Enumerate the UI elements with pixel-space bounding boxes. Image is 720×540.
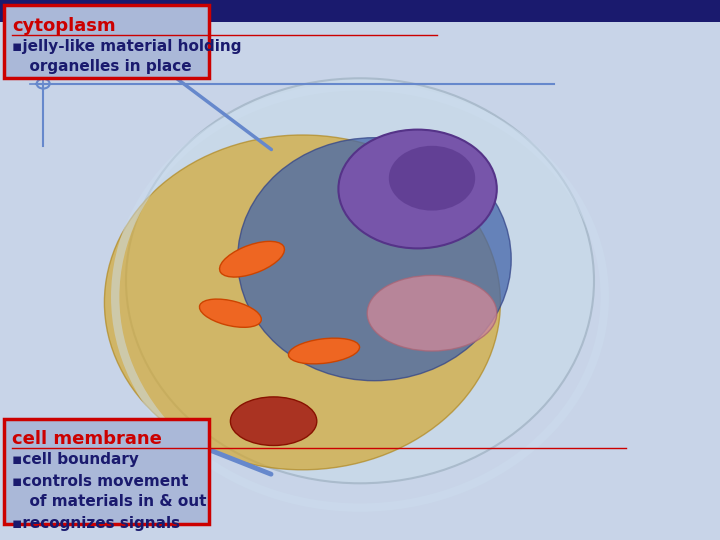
Text: cytoplasm: cytoplasm: [12, 17, 116, 35]
Ellipse shape: [389, 146, 475, 211]
Ellipse shape: [220, 241, 284, 277]
FancyBboxPatch shape: [4, 418, 209, 524]
Text: of materials in & out: of materials in & out: [19, 494, 207, 509]
Ellipse shape: [126, 78, 594, 483]
Text: cell membrane: cell membrane: [12, 430, 162, 448]
Ellipse shape: [238, 138, 511, 381]
Text: ▪cell boundary: ▪cell boundary: [12, 452, 139, 467]
Ellipse shape: [338, 130, 497, 248]
FancyBboxPatch shape: [0, 0, 720, 22]
Ellipse shape: [367, 275, 497, 351]
FancyBboxPatch shape: [4, 5, 209, 78]
Ellipse shape: [104, 135, 500, 470]
Text: ▪controls movement: ▪controls movement: [12, 474, 189, 489]
Ellipse shape: [230, 397, 317, 445]
Text: ▪recognizes signals: ▪recognizes signals: [12, 516, 181, 531]
Ellipse shape: [289, 338, 359, 364]
Ellipse shape: [199, 299, 261, 327]
Text: organelles in place: organelles in place: [19, 59, 192, 75]
Text: ▪jelly-like material holding: ▪jelly-like material holding: [12, 39, 242, 54]
